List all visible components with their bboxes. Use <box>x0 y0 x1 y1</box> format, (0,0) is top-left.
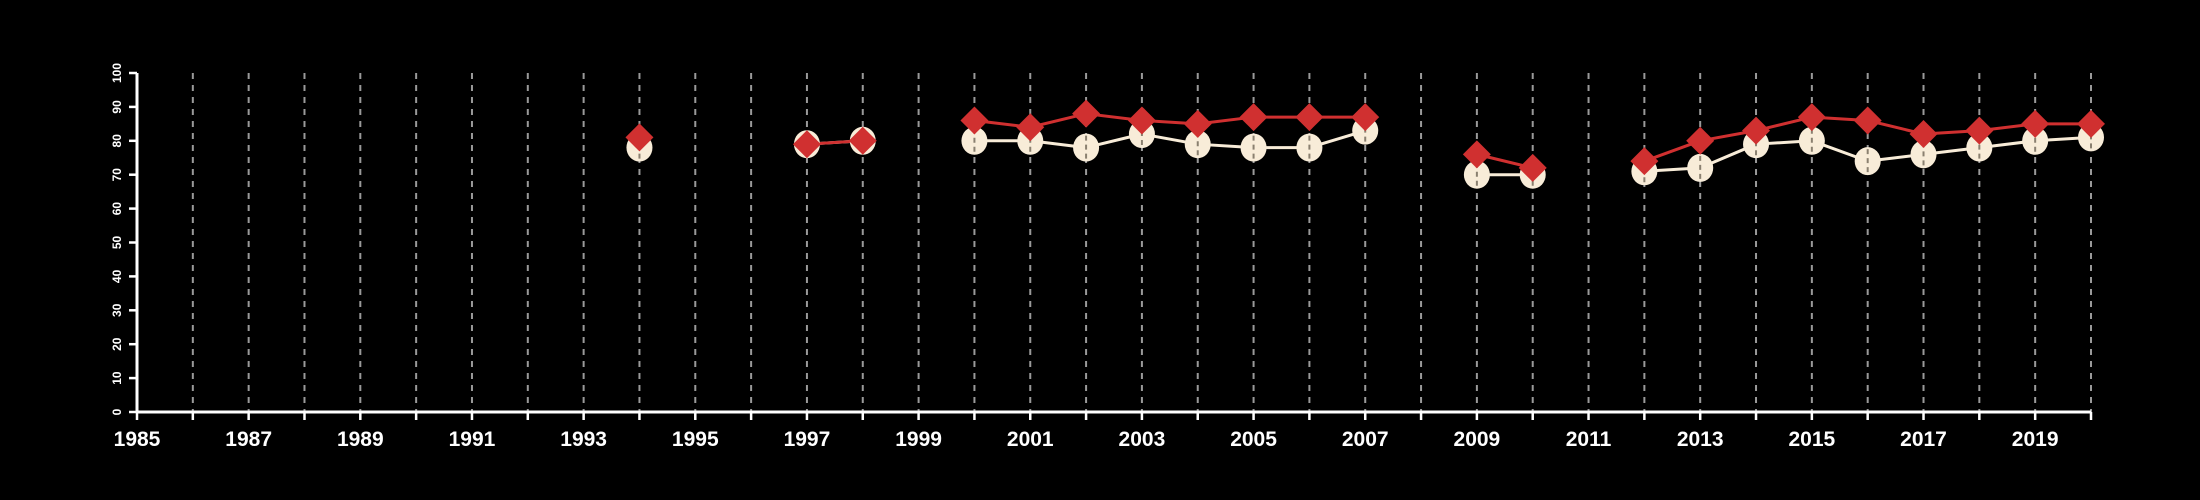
series-red-diamond-point <box>1295 103 1324 132</box>
x-tick-label: 2015 <box>1788 428 1835 451</box>
series-markers <box>625 99 2105 189</box>
x-tick-label: 1989 <box>337 428 384 451</box>
series-red-diamond-point <box>2021 109 2050 138</box>
y-tick-label: 0 <box>110 408 124 415</box>
y-tick-label: 80 <box>110 134 124 148</box>
x-tick-label: 1987 <box>225 428 272 451</box>
series-red-diamond-point <box>792 130 821 159</box>
x-tick-label: 1985 <box>114 428 161 451</box>
y-tick-label: 30 <box>110 303 124 317</box>
series-red-diamond-point <box>2077 109 2105 138</box>
x-tick-label: 1997 <box>784 428 831 451</box>
series-red-diamond-point <box>1630 147 1659 176</box>
series-red-diamond-point <box>848 126 877 155</box>
series-red-diamond-point <box>1797 103 1826 132</box>
series-red-diamond-point <box>1183 109 1212 138</box>
x-tick-label: 2017 <box>1900 428 1947 451</box>
series-red-diamond-point <box>1965 116 1994 145</box>
x-tick-label: 2005 <box>1230 428 1277 451</box>
series-red-diamond-point <box>1462 140 1491 169</box>
series-red-diamond-point <box>1127 106 1156 135</box>
series-red-diamond-point <box>1072 99 1101 128</box>
x-tick-label: 2009 <box>1454 428 1501 451</box>
y-tick-label: 10 <box>110 371 124 385</box>
x-tick-label: 1995 <box>672 428 719 451</box>
x-tick-label: 2019 <box>2012 428 2059 451</box>
x-tick-label: 2013 <box>1677 428 1724 451</box>
series-red-diamond-point <box>1351 103 1380 132</box>
y-tick-label: 90 <box>110 100 124 114</box>
series-red-diamond-point <box>1686 126 1715 155</box>
x-tick-label: 1991 <box>449 428 496 451</box>
series-red-diamond-point <box>1742 116 1771 145</box>
y-tick-label: 50 <box>110 236 124 250</box>
series-red-diamond-point <box>625 123 654 152</box>
series-red-diamond-point <box>960 106 989 135</box>
axes: 1985 1987 1989 1991 1993 1995 1997 1999 2001 2003… <box>110 63 2093 451</box>
series-red-diamond-point <box>1909 120 1938 149</box>
x-tick-label: 2003 <box>1119 428 1166 451</box>
series-red-diamond-point <box>1239 103 1268 132</box>
y-tick-label: 40 <box>110 269 124 283</box>
y-tick-label: 100 <box>110 63 124 83</box>
series-red-diamond-point <box>1518 153 1547 182</box>
x-tick-label: 2001 <box>1007 428 1054 451</box>
series-red-diamond-point <box>1016 113 1045 142</box>
series-red-diamond-point <box>1853 106 1882 135</box>
gridlines <box>191 73 2092 412</box>
x-tick-label: 1999 <box>895 428 942 451</box>
y-tick-label: 20 <box>110 337 124 351</box>
x-tick-label: 2007 <box>1342 428 1389 451</box>
series-lines <box>806 112 2092 177</box>
y-tick-label: 60 <box>110 202 124 216</box>
x-tick-label: 1993 <box>560 428 607 451</box>
y-tick-label: 70 <box>110 168 124 182</box>
x-tick-label: 2011 <box>1566 428 1612 451</box>
